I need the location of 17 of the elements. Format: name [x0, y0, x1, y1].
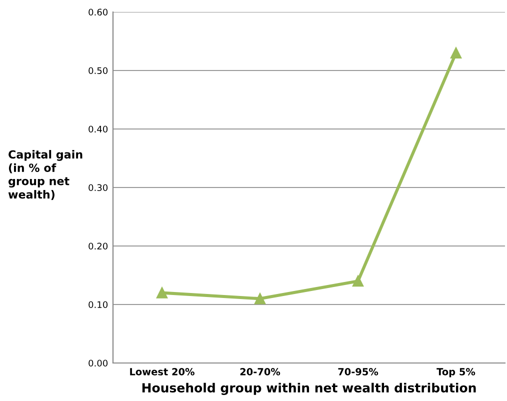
y-tick-label: 0.10: [88, 301, 108, 308]
x-tick-label: Top 5%: [436, 368, 476, 378]
x-axis-title: Household group within net wealth distribution: [142, 382, 476, 396]
point: [254, 293, 266, 304]
y-tick-label: 0.50: [88, 67, 108, 74]
point: [352, 276, 364, 287]
y-tick-label: 0.40: [88, 126, 108, 133]
x-tick-label: Lowest 20%: [130, 368, 194, 376]
y-tick-label: 0.60: [88, 8, 108, 16]
x-tick-label: 20-70%: [240, 368, 280, 376]
y-tick-label: 0.30: [88, 184, 108, 192]
point: [450, 47, 462, 59]
point: [156, 287, 168, 298]
y-tick-label: 0.20: [88, 242, 108, 250]
x-tick-label: 70-95%: [338, 368, 378, 376]
y-tick-label: 0.00: [88, 360, 108, 367]
y-axis-title: Capital gain (in % of group net wealth): [8, 150, 82, 200]
